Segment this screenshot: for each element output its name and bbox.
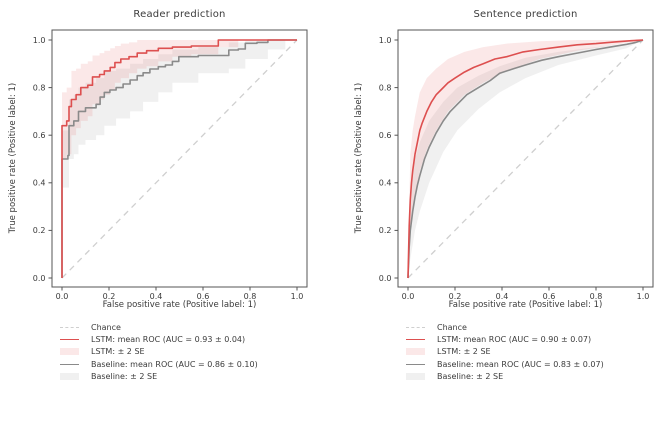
legend-label: LSTM: mean ROC (AUC = 0.93 ± 0.04) [91,335,246,345]
legend-line-swatch [60,326,79,328]
legend-label: Baseline: mean ROC (AUC = 0.83 ± 0.07) [437,359,604,369]
y-tick-label: 0.8 [33,83,46,92]
legend-label: LSTM: ± 2 SE [437,347,491,357]
legend-item: LSTM: mean ROC (AUC = 0.90 ± 0.07) [406,333,604,345]
y-tick-label: 1.0 [33,36,46,45]
x-tick-label: 0.2 [449,292,462,301]
legend-item: Baseline: mean ROC (AUC = 0.86 ± 0.10) [60,358,258,370]
y-tick-label: 1.0 [379,36,392,45]
legend-item: Baseline: mean ROC (AUC = 0.83 ± 0.07) [406,358,604,370]
x-tick-label: 0.6 [197,292,210,301]
x-tick-label: 1.0 [637,292,650,301]
x-tick-label: 0.8 [244,292,257,301]
plot-frame [397,29,654,288]
legend-line-swatch [406,339,425,341]
legend-label: Baseline: ± 2 SE [91,372,158,382]
legend-label: Chance [437,322,467,332]
legend-line-swatch [60,363,79,365]
y-tick-label: 0.0 [379,274,392,283]
y-tick-label: 0.8 [379,83,392,92]
x-axis-label: False positive rate (Positive label: 1) [448,300,603,310]
legend-item: Chance [406,321,604,333]
y-axis-label: True positive rate (Positive label: 1) [354,82,364,234]
legend-label: Baseline: ± 2 SE [437,372,504,382]
y-tick-label: 0.6 [33,131,46,140]
legend-line-swatch [406,363,425,365]
x-tick-label: 0.4 [150,292,163,301]
lstm-se-band [62,40,297,159]
lstm-roc-curve [61,39,297,278]
legend-patch-swatch [60,348,79,356]
roc-plot-reader: 0.0 0.2 0.4 0.6 0.8 1.0 0.0 0.2 0.4 0.6 0.8 1.0 [33,29,308,301]
y-tick-label: 0.4 [33,179,46,188]
lstm-roc-curve [407,39,644,279]
legend-patch-swatch [60,373,79,381]
x-tick-label: 0.0 [56,292,69,301]
legend-label: LSTM: ± 2 SE [91,347,145,357]
chart-title: Reader prediction [133,9,226,20]
legend: Chance LSTM: mean ROC (AUC = 0.90 ± 0.07)… [406,321,604,383]
legend-line-swatch [406,326,425,328]
x-tick-label: 0.6 [543,292,556,301]
legend-item: LSTM: mean ROC (AUC = 0.93 ± 0.04) [60,333,258,345]
y-tick-label: 0.6 [379,131,392,140]
legend-label: Chance [91,322,121,332]
baseline-roc-curve [407,39,644,279]
x-tick-label: 1.0 [291,292,304,301]
legend-label: LSTM: mean ROC (AUC = 0.90 ± 0.07) [437,335,592,345]
y-tick-label: 0.4 [379,179,392,188]
chance-line [61,39,298,279]
legend-item: Baseline: ± 2 SE [406,371,604,383]
legend-patch-swatch [406,348,425,356]
x-tick-label: 0.8 [590,292,603,301]
legend-item: LSTM: ± 2 SE [60,346,258,358]
roc-chart-sentence: 0.0 0.2 0.4 0.6 0.8 1.0 0.0 0.2 0.4 0.6 0.8 1.0 Sen… [346,0,672,424]
plot-frame [51,29,308,288]
legend-item: Baseline: ± 2 SE [60,371,258,383]
baseline-roc-curve [61,39,297,278]
roc-chart-reader: 0.0 0.2 0.4 0.6 0.8 1.0 0.0 0.2 0.4 0.6 0.8 1.0 Rea… [0,0,326,424]
legend: Chance LSTM: mean ROC (AUC = 0.93 ± 0.04)… [60,321,258,383]
baseline-se-band [408,40,643,278]
chance-line [407,39,644,279]
legend-patch-swatch [406,373,425,381]
chart-title: Sentence prediction [473,9,578,20]
baseline-se-band [62,40,297,188]
x-axis-label: False positive rate (Positive label: 1) [102,300,257,310]
y-axis-label: True positive rate (Positive label: 1) [8,82,18,234]
roc-plot-sentence: 0.0 0.2 0.4 0.6 0.8 1.0 0.0 0.2 0.4 0.6 0.8 1.0 [379,29,654,301]
y-tick-label: 0.2 [379,226,392,235]
x-tick-label: 0.2 [103,292,116,301]
legend-item: LSTM: ± 2 SE [406,346,604,358]
x-tick-label: 0.0 [402,292,415,301]
y-tick-label: 0.2 [33,226,46,235]
legend-label: Baseline: mean ROC (AUC = 0.86 ± 0.10) [91,359,258,369]
legend-item: Chance [60,321,258,333]
x-tick-label: 0.4 [496,292,509,301]
y-tick-label: 0.0 [33,274,46,283]
legend-line-swatch [60,339,79,341]
